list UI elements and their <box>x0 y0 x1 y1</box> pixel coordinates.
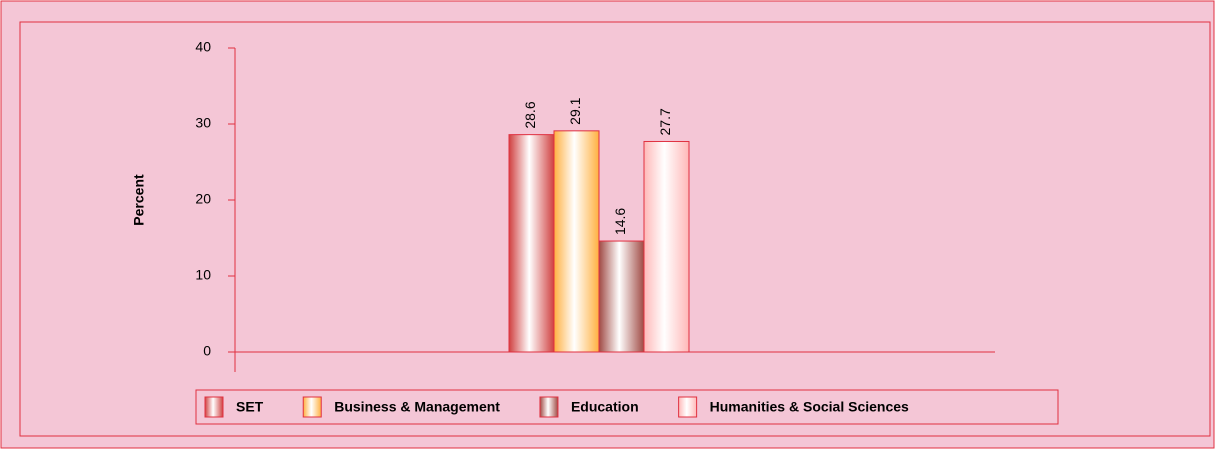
value-label: 28.6 <box>522 101 538 128</box>
bar <box>643 140 690 353</box>
value-label: 29.1 <box>567 97 583 124</box>
y-tick-label: 30 <box>195 115 211 131</box>
legend-swatch <box>204 396 224 418</box>
legend-swatch <box>539 396 559 418</box>
legend-label: Humanities & Social Sciences <box>710 399 909 415</box>
legend-label: Business & Management <box>334 399 500 415</box>
y-tick-label: 10 <box>195 267 211 283</box>
legend-label: Education <box>571 399 639 415</box>
plot-frame <box>19 21 1211 437</box>
y-tick-label: 20 <box>195 191 211 207</box>
value-label: 14.6 <box>612 208 628 235</box>
legend-swatch <box>678 396 698 418</box>
bar <box>508 134 555 353</box>
y-tick-label: 40 <box>195 39 211 55</box>
legend-swatch <box>302 396 322 418</box>
y-tick-label: 0 <box>203 343 211 359</box>
y-axis-label: Percent <box>131 174 147 226</box>
bar <box>553 130 600 353</box>
legend-label: SET <box>236 399 264 415</box>
value-label: 27.7 <box>657 108 673 135</box>
legend-frame <box>195 389 1059 425</box>
bar <box>598 240 645 353</box>
